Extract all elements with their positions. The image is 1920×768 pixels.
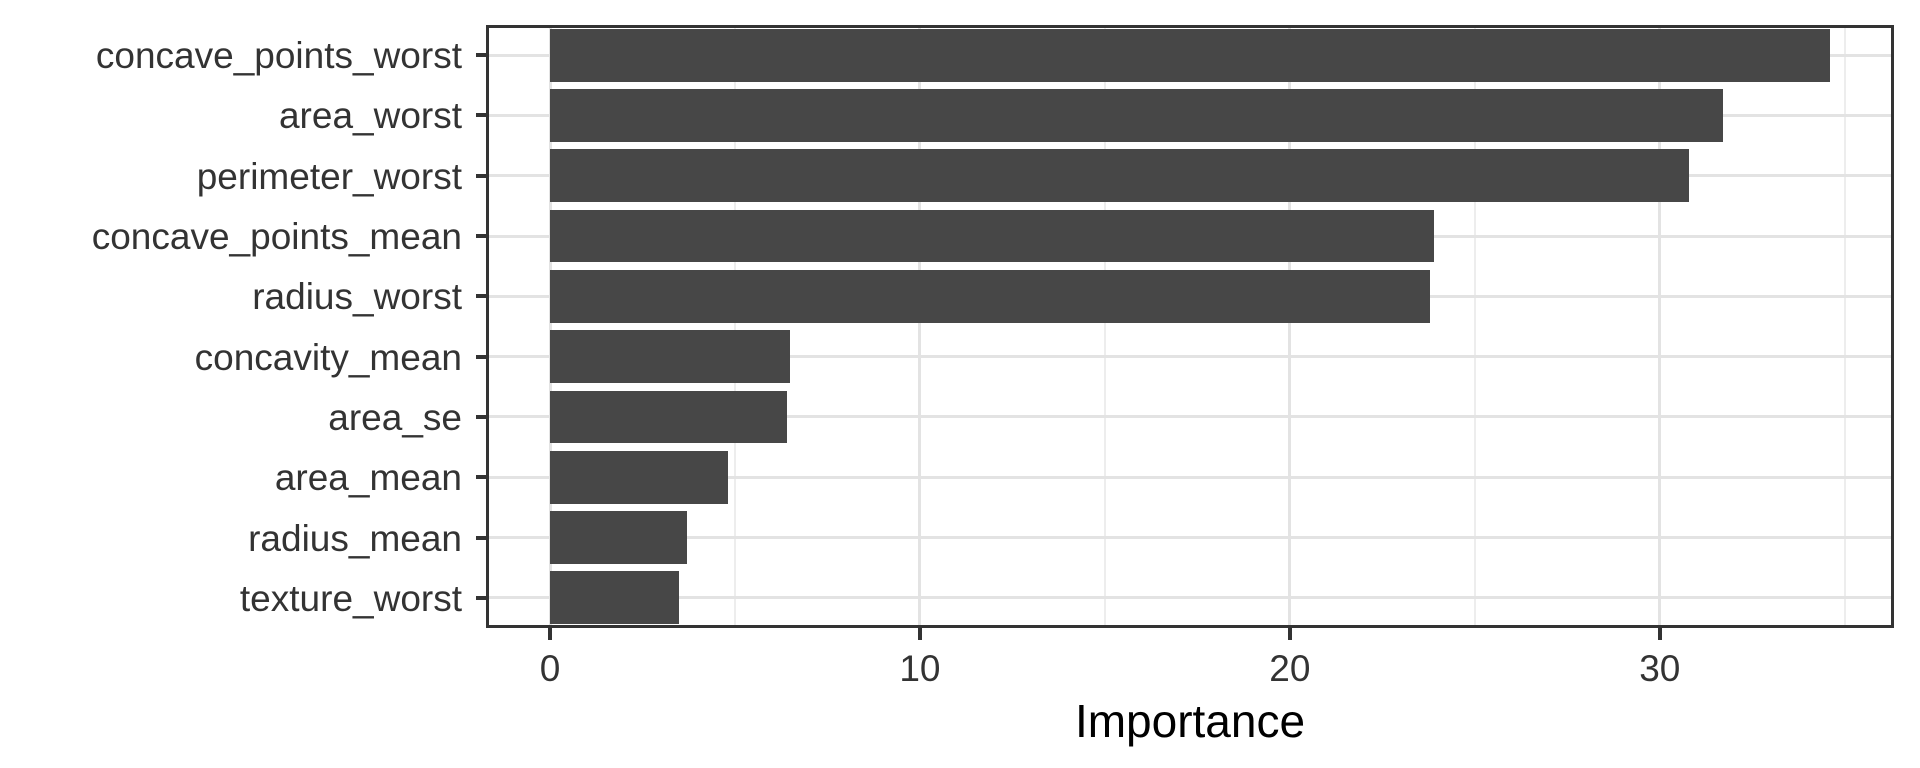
y-axis-label: texture_worst [239,577,462,619]
y-tick-mark [476,113,486,118]
y-tick-mark [476,475,486,480]
y-axis-label: concave_points_mean [91,216,462,258]
gridline-major-vertical [1658,28,1662,625]
gridline-major-horizontal [489,475,1891,479]
y-axis-label: perimeter_worst [196,155,462,197]
y-tick-mark [476,173,486,178]
gridline-minor-vertical [733,28,736,625]
y-axis-label: area_mean [274,457,462,499]
chart-panel [486,25,1894,628]
x-axis-tick-label: 20 [1269,648,1311,689]
x-axis-title: Importance [1074,695,1306,747]
y-tick-mark [476,53,486,58]
x-tick-mark [548,628,552,640]
y-tick-mark [476,414,486,419]
x-axis-tick-label: 0 [539,648,561,689]
bar [550,330,791,384]
gridline-minor-vertical [1843,28,1846,625]
gridline-major-horizontal [489,596,1891,600]
bar [550,450,728,504]
x-axis-tick-label: 30 [1639,648,1681,689]
gridline-minor-vertical [1103,28,1106,625]
gridline-major-vertical [1288,28,1292,625]
gridline-major-horizontal [489,355,1891,359]
gridline-major-vertical [548,28,552,625]
bar [550,390,787,444]
x-axis-tick-label: 10 [899,648,941,689]
gridline-major-horizontal [489,536,1891,540]
y-axis-label: concave_points_worst [95,35,462,77]
y-tick-mark [476,595,486,600]
bar [550,89,1723,142]
gridline-major-horizontal [489,415,1891,419]
gridline-major-vertical [918,28,922,625]
y-axis-label: radius_worst [252,276,462,318]
y-axis-label: radius_mean [248,517,462,559]
y-tick-mark [476,354,486,359]
y-tick-mark [476,294,486,299]
y-tick-mark [476,535,486,540]
bar [550,209,1435,263]
x-tick-mark [1287,628,1292,640]
bar [550,28,1830,82]
x-tick-mark [1657,628,1662,640]
x-tick-mark [917,628,922,640]
y-tick-mark [476,234,486,239]
bar [550,511,687,564]
bar [550,149,1690,203]
y-axis-label: area_worst [278,95,462,137]
y-axis-label: area_se [328,396,462,438]
y-axis-label: concavity_mean [194,336,462,378]
bar [550,571,680,625]
bar [550,269,1431,323]
gridline-minor-vertical [1473,28,1476,625]
